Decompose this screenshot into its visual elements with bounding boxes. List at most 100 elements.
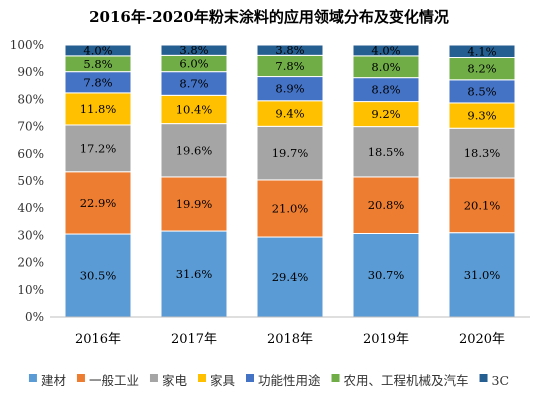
legend-item: 农用、工程机械及汽车 [331,373,469,388]
data-label: 8.5% [467,84,496,98]
bar-segment [64,92,132,126]
y-tick-label: 50% [17,174,44,188]
data-label: 30.5% [80,269,117,283]
data-label: 31.6% [176,267,213,281]
data-label: 8.0% [371,60,400,74]
legend-item: 家具 [197,373,236,388]
data-label: 19.7% [272,146,309,160]
data-label: 21.0% [272,201,309,215]
data-label: 20.1% [464,198,501,212]
legend-label: 3C [492,373,510,388]
chart-title: 2016年-2020年粉末涂料的应用领域分布及变化情况 [89,8,449,26]
bar-segment [64,171,132,235]
data-label: 4.0% [371,43,400,57]
bar-segment [256,179,324,238]
y-tick-label: 20% [17,256,44,270]
data-label: 6.0% [179,56,208,70]
legend-item: 一般工业 [76,373,139,388]
bars-group: 30.5%22.9%17.2%11.8%7.8%5.8%4.0%31.6%19.… [64,43,516,318]
legend: 建材 一般工业 家电 家具 功能性用途 农用、工程机械及汽车 3C [28,373,510,388]
data-label: 30.7% [368,268,405,282]
data-label: 8.7% [179,76,208,90]
y-tick-label: 40% [17,201,44,215]
bar-segment [64,44,132,57]
data-label: 7.8% [275,59,304,73]
y-tick-label: 90% [17,65,44,79]
legend-label: 农用、工程机械及汽车 [344,373,469,388]
y-tick-label: 60% [17,147,44,161]
data-label: 4.1% [467,44,496,58]
bar-segment [160,94,228,125]
data-label: 19.6% [176,143,213,157]
legend-label: 家电 [162,373,188,388]
legend-marker [479,374,488,382]
data-label: 29.4% [272,270,309,284]
data-label: 8.2% [467,62,496,76]
data-label: 9.2% [371,107,400,121]
y-tick-label: 100% [10,38,44,52]
y-tick-label: 10% [17,283,44,297]
bar-segment [256,236,324,318]
data-label: 4.0% [83,43,112,57]
y-axis: 0% 10% 20% 30% 40% 50% 60% 70% 80% 90% 100% [10,38,44,324]
data-label: 18.3% [464,146,501,160]
data-label: 8.8% [371,83,400,97]
bar-segment [448,102,516,129]
legend-item: 3C [479,373,510,388]
legend-label: 建材 [41,373,66,388]
data-label: 17.2% [80,141,117,155]
x-tick-label: 2019年 [363,332,409,347]
data-label: 20.8% [368,198,405,212]
legend-item: 家电 [149,373,188,388]
bar-segment [160,176,228,232]
x-tick-label: 2018年 [267,332,313,347]
legend-label: 功能性用途 [258,373,321,388]
legend-marker [197,374,206,382]
data-label: 18.5% [368,145,405,159]
data-label: 9.4% [275,107,304,121]
x-tick-label: 2016年 [75,332,121,347]
bar-segment [160,123,228,178]
bar-segment [448,232,516,318]
legend-item: 建材 [28,373,66,388]
bar-segment [352,44,420,57]
x-tick-label: 2020年 [459,332,505,347]
data-label: 10.4% [176,102,213,116]
legend-marker [28,374,37,382]
data-label: 31.0% [464,268,501,282]
legend-label: 家具 [210,373,236,388]
data-label: 9.3% [467,109,496,123]
data-label: 5.8% [83,57,112,71]
legend-marker [149,374,158,382]
bar-segment [352,101,420,128]
legend-marker [246,374,254,382]
bar-segment [352,232,420,318]
x-axis: 2016年 2017年 2018年 2019年 2020年 [50,316,530,347]
bar-segment [448,44,516,59]
data-label: 22.9% [80,196,117,210]
x-tick-label: 2017年 [171,332,217,347]
legend-marker [331,374,340,382]
legend-label: 一般工业 [89,373,139,388]
bar-segment [256,44,324,56]
y-tick-label: 70% [17,120,44,134]
y-tick-label: 30% [17,228,44,242]
y-tick-label: 80% [17,92,44,106]
y-tick-label: 0% [25,310,44,324]
data-label: 3.8% [179,43,208,57]
bar-segment [448,127,516,179]
bar-segment [64,233,132,318]
data-label: 8.9% [275,82,304,96]
data-label: 19.9% [176,197,213,211]
bar-segment [352,176,420,234]
bar-segment [256,125,324,181]
legend-marker [76,374,85,382]
data-label: 11.8% [80,102,117,116]
data-label: 7.8% [83,75,112,89]
data-label: 3.8% [275,43,304,57]
legend-item: 功能性用途 [246,373,321,388]
bar-segment [256,100,324,127]
bar-segment [160,44,228,56]
